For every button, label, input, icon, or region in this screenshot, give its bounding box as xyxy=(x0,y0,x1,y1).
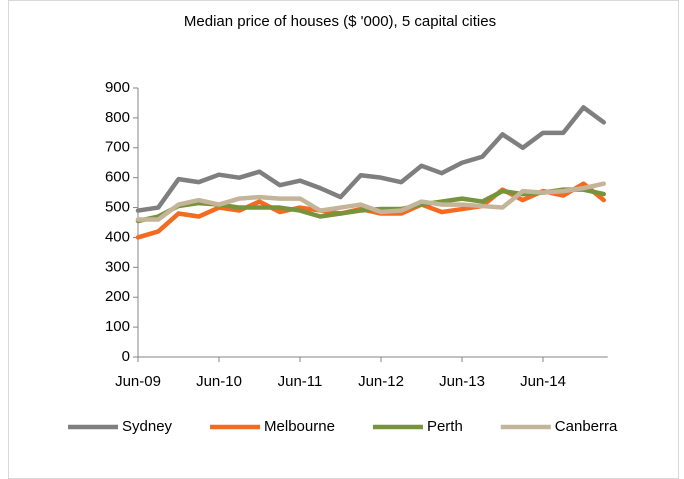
y-tick-label: 800 xyxy=(105,109,130,126)
x-tick-label: Jun-11 xyxy=(278,373,323,390)
y-tick-label: 200 xyxy=(105,288,130,305)
y-tick-label: 700 xyxy=(105,139,130,156)
x-tick-label: Jun-13 xyxy=(439,373,485,390)
series-line xyxy=(135,105,606,213)
y-tick-label: 400 xyxy=(105,228,130,245)
chart-title: Median price of houses ($ '000), 5 capit… xyxy=(184,13,496,30)
y-tick-label: 300 xyxy=(105,258,130,275)
x-tick-label: Jun-14 xyxy=(520,373,566,390)
legend-label: Perth xyxy=(427,418,463,435)
series-line xyxy=(135,187,606,224)
x-tick-label: Jun-09 xyxy=(115,373,161,390)
legend-label: Melbourne xyxy=(264,418,335,435)
y-tick-label: 0 xyxy=(122,348,130,365)
x-tick-label: Jun-10 xyxy=(196,373,242,390)
legend-label: Canberra xyxy=(555,418,618,435)
y-tick-label: 500 xyxy=(105,199,130,216)
y-tick-label: 900 xyxy=(105,79,130,96)
series-line xyxy=(135,181,606,222)
legend-label: Sydney xyxy=(122,418,173,435)
x-tick-label: Jun-12 xyxy=(358,373,404,390)
y-tick-label: 100 xyxy=(105,318,130,335)
y-tick-label: 600 xyxy=(105,169,130,186)
